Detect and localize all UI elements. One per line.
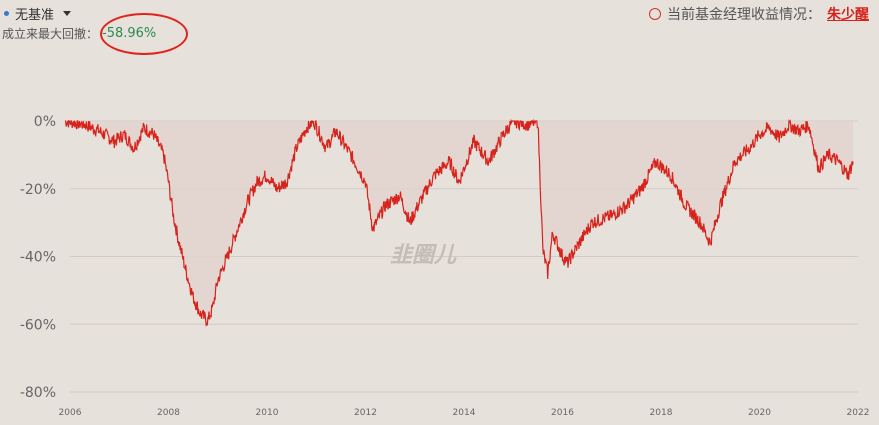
manager-performance: 当前基金经理收益情况： 朱少醒	[649, 4, 869, 24]
y-tick-label: -80%	[20, 385, 56, 401]
x-tick-label: 2006	[59, 408, 82, 418]
x-tick-label: 2012	[354, 408, 377, 418]
benchmark-selector[interactable]: 无基准	[4, 4, 72, 23]
benchmark-label: 无基准	[15, 8, 55, 23]
legend-dot-icon	[4, 11, 9, 16]
drawdown-line	[64, 118, 854, 327]
header-bar: 无基准 成立来最大回撤： -58.96% 当前基金经理收益情况： 朱少醒	[0, 0, 879, 55]
x-tick-label: 2018	[650, 408, 673, 418]
x-axis: 2006 2008 2010 2012 2014 2016 2018 2020 2022	[59, 408, 870, 418]
x-tick-label: 2022	[847, 408, 870, 418]
y-tick-label: 0%	[34, 114, 56, 130]
manager-name-link[interactable]: 朱少醒	[827, 7, 869, 23]
manager-label: 当前基金经理收益情况：	[667, 7, 821, 23]
y-axis: 0% -20% -40% -60% -80%	[20, 114, 56, 401]
watermark-text: 韭圈儿	[390, 243, 457, 268]
chevron-down-icon[interactable]	[63, 11, 72, 16]
annotation-ellipse	[100, 13, 188, 55]
x-tick-label: 2010	[256, 408, 279, 418]
y-tick-label: -20%	[20, 182, 56, 198]
y-tick-label: -40%	[20, 250, 56, 266]
radio-circle-icon[interactable]	[649, 8, 661, 20]
max-drawdown-label: 成立来最大回撤：	[2, 27, 99, 41]
y-tick-label: -60%	[20, 317, 56, 333]
drawdown-area	[65, 121, 854, 326]
x-tick-label: 2014	[453, 408, 476, 418]
x-tick-label: 2008	[157, 408, 180, 418]
x-tick-label: 2020	[748, 408, 771, 418]
x-tick-label: 2016	[551, 408, 574, 418]
